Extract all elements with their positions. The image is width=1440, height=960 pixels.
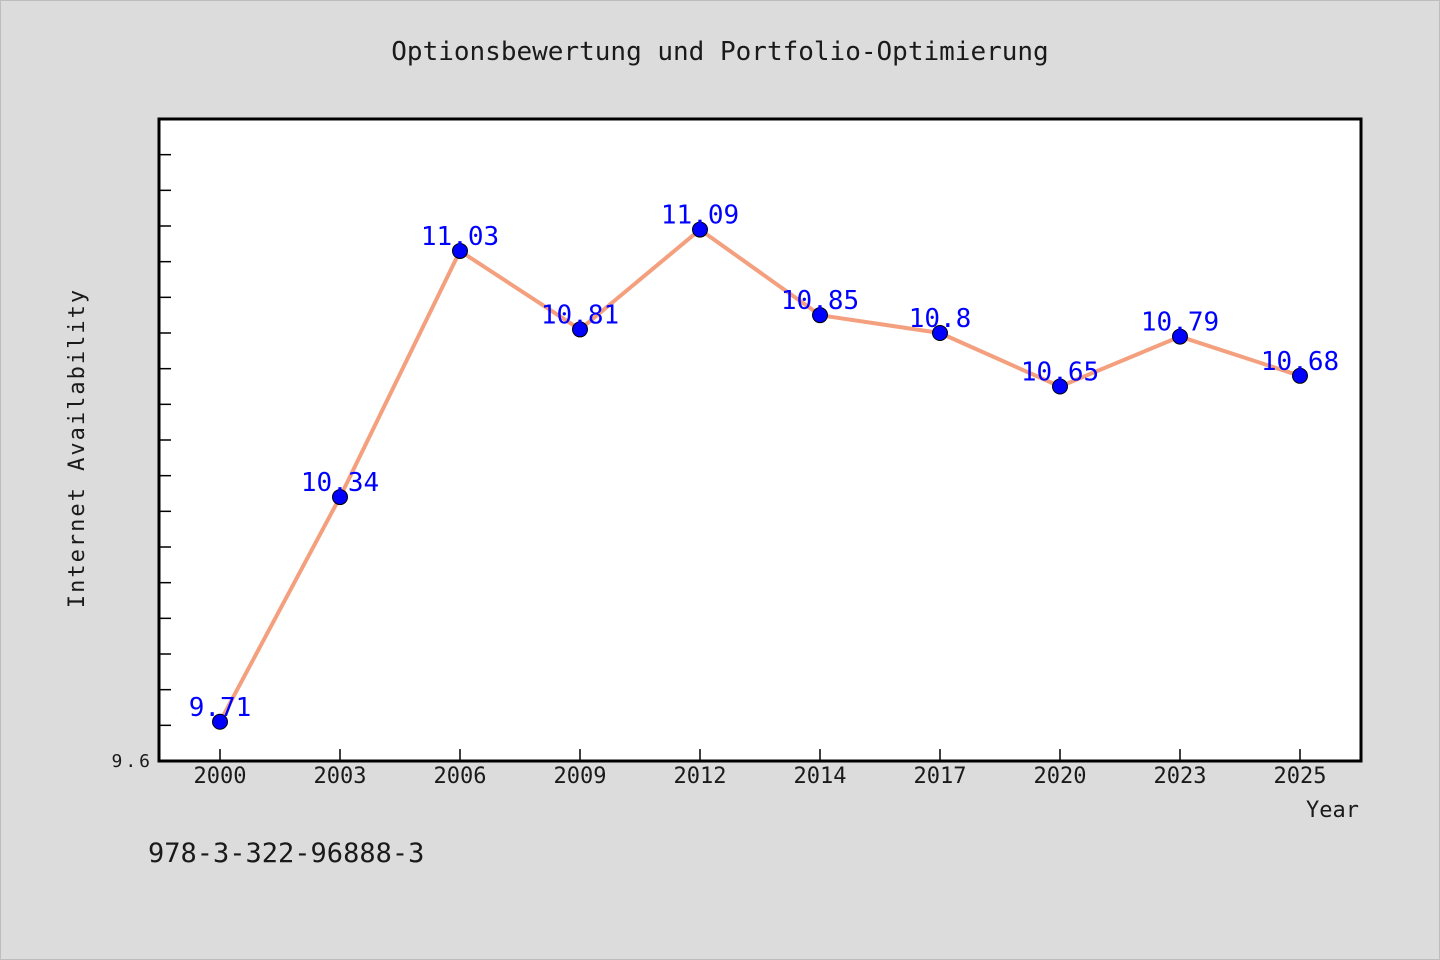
data-label: 9.71 <box>189 693 252 723</box>
data-label: 11.03 <box>421 222 499 252</box>
marker-layer <box>212 221 1308 730</box>
axis-ticks <box>159 153 1301 761</box>
plot-frame <box>157 117 1363 763</box>
data-label: 10.68 <box>1261 347 1339 377</box>
data-point <box>452 242 468 259</box>
x-axis-label: Year <box>1306 798 1359 823</box>
series-line <box>218 227 1302 724</box>
footer-isbn: 978-3-322-96888-3 <box>148 838 424 869</box>
data-point <box>332 489 348 506</box>
data-point <box>1052 378 1068 395</box>
plot-area <box>159 119 1361 761</box>
data-label: 10.79 <box>1141 308 1219 338</box>
x-tick-label: 2014 <box>794 764 847 789</box>
data-label: 10.65 <box>1021 358 1099 388</box>
x-tick-label: 2003 <box>314 764 367 789</box>
y-tick-label: 9.6 <box>111 751 153 772</box>
data-label: 10.34 <box>301 468 379 498</box>
x-tick-label: 2009 <box>554 764 607 789</box>
data-point <box>812 307 828 324</box>
series-layer <box>218 227 1302 724</box>
data-label: 11.09 <box>661 201 739 231</box>
y-axis-label: Internet Availability <box>65 288 90 608</box>
x-tick-label: 2017 <box>914 764 967 789</box>
chart-title: Optionsbewertung und Portfolio-Optimieru… <box>391 37 1048 67</box>
data-point <box>1292 367 1308 384</box>
y-tick-labels: 9.6 <box>111 751 153 772</box>
data-point <box>572 321 588 338</box>
data-point <box>212 713 228 730</box>
x-tick-label: 2020 <box>1034 764 1087 789</box>
x-tick-labels: 2000 2003 2006 2009 2012 2014 2017 2020 2023 2025 <box>194 764 1327 789</box>
data-point <box>692 221 708 238</box>
data-label: 10.81 <box>541 300 619 330</box>
data-label: 10.8 <box>909 304 972 334</box>
data-point <box>932 325 948 341</box>
x-tick-label: 2012 <box>674 764 727 789</box>
data-label: 10.85 <box>781 286 859 316</box>
x-tick-label: 2006 <box>434 764 487 789</box>
x-tick-label: 2023 <box>1154 764 1207 789</box>
x-tick-label: 2025 <box>1274 764 1327 789</box>
data-point <box>1172 328 1188 345</box>
data-labels: 9.71 10.34 11.03 10.81 11.09 10.85 10.8 10.65 10… <box>189 201 1339 723</box>
x-tick-label: 2000 <box>194 764 247 789</box>
